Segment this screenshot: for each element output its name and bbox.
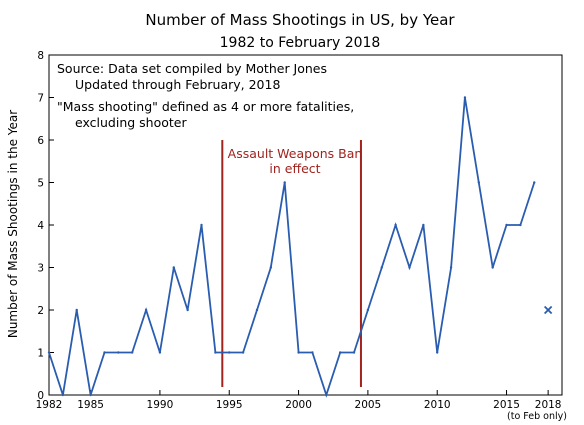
- data-point: [505, 223, 508, 227]
- y-tick-label: 3: [37, 263, 44, 275]
- data-point: [463, 96, 467, 99]
- ban-period-lines: [221, 140, 362, 387]
- data-point: [352, 351, 356, 354]
- x-tick-label: 1995: [216, 399, 243, 411]
- chart-subtitle: 1982 to February 2018: [220, 35, 381, 51]
- y-axis-label: Number of Mass Shootings in the Year: [6, 110, 20, 338]
- data-point: [130, 351, 134, 354]
- x-tick-label: 2015: [493, 399, 520, 411]
- x-axis: 1982 1985 1990 1995 2000 2005 2010 2015 2018: [36, 390, 562, 411]
- data-point: [228, 351, 231, 354]
- data-point: [61, 393, 65, 397]
- data-point: [297, 351, 300, 354]
- data-point: [366, 308, 370, 312]
- x-tick-label: 2010: [424, 399, 451, 411]
- x-tick-label: 1985: [77, 399, 104, 411]
- data-point: [519, 223, 522, 227]
- data-point: [380, 266, 383, 269]
- data-point: [255, 308, 259, 312]
- extra-point-group: [543, 305, 553, 315]
- y-axis: 0 1 2 3 4 5 6 7 8: [37, 50, 54, 402]
- data-point: [436, 351, 439, 354]
- y-tick-label: 5: [37, 178, 44, 190]
- y-tick-label: 4: [37, 220, 44, 232]
- data-point: [311, 351, 314, 354]
- ban-annotation-line2: in effect: [269, 161, 320, 176]
- data-point: [186, 308, 189, 312]
- data-point: [200, 223, 203, 227]
- chart-title: Number of Mass Shootings in US, by Year: [145, 11, 455, 29]
- series-line: [48, 97, 536, 398]
- y-tick-label: 1: [37, 348, 44, 360]
- y-tick-label: 7: [37, 93, 44, 105]
- series-group: [47, 96, 536, 398]
- data-point: [533, 181, 536, 184]
- x-tick-note: (to Feb only): [507, 411, 567, 422]
- note-definition-cont: excluding shooter: [75, 115, 187, 130]
- x-tick-label: 2005: [355, 399, 382, 411]
- y-tick-label: 6: [37, 135, 44, 147]
- data-point: [75, 308, 78, 312]
- data-point: [422, 223, 425, 227]
- data-point: [158, 351, 162, 354]
- data-point: [338, 351, 342, 354]
- data-point: [144, 308, 148, 312]
- y-tick-label: 0: [37, 390, 44, 402]
- data-point: [477, 181, 481, 184]
- note-source: Source: Data set compiled by Mother Jone…: [57, 61, 327, 76]
- data-point: [449, 266, 453, 269]
- data-point: [491, 266, 494, 269]
- data-point: [241, 351, 245, 354]
- data-point: [408, 266, 411, 269]
- data-point: [47, 351, 51, 354]
- x-tick-label: 1982: [36, 399, 63, 411]
- data-point: [283, 181, 286, 184]
- y-tick-label: 8: [37, 50, 44, 62]
- data-point: [103, 351, 106, 354]
- data-point: [172, 266, 175, 269]
- data-point: [89, 393, 92, 397]
- note-updated: Updated through February, 2018: [75, 77, 280, 92]
- data-point: [269, 266, 273, 269]
- ban-annotation-line1: Assault Weapons Ban: [228, 146, 363, 161]
- data-point: [325, 393, 328, 397]
- note-definition: "Mass shooting" defined as 4 or more fat…: [57, 99, 354, 114]
- data-point: [214, 351, 217, 354]
- y-tick-label: 2: [37, 305, 44, 317]
- x-tick-label: 2000: [285, 399, 312, 411]
- x-tick-label: 2018: [535, 399, 562, 411]
- data-point: [117, 351, 120, 354]
- data-point: [394, 223, 397, 227]
- x-tick-label: 1990: [147, 399, 174, 411]
- partial-year-marker: [543, 305, 553, 315]
